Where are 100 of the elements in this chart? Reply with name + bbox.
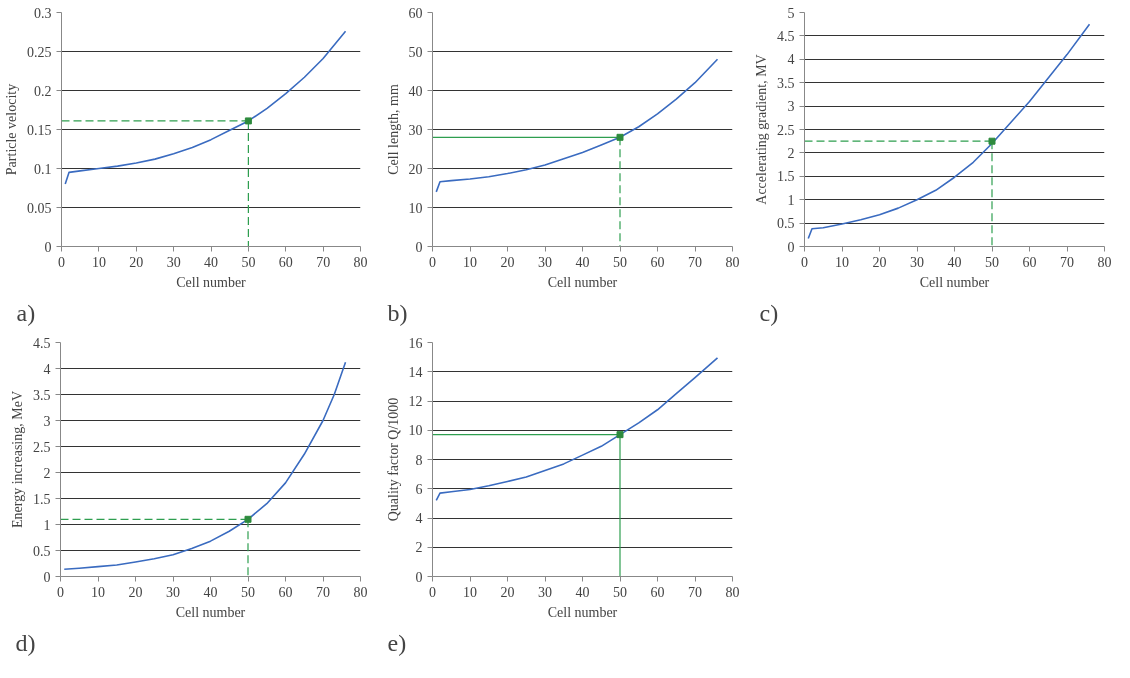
y-tick-label: 0: [415, 239, 423, 255]
text: c): [759, 299, 779, 326]
x-tick-label: 20: [872, 254, 887, 270]
x-tick-label: 70: [316, 584, 330, 600]
y-tick-label: 4: [787, 52, 795, 68]
x-tick-label: 20: [128, 584, 143, 600]
y-tick-label: 0: [43, 569, 51, 585]
x-tick-label: 40: [203, 584, 218, 600]
y-tick-label: 40: [408, 83, 423, 99]
x-axis-title: Cell number: [547, 274, 618, 290]
text: e): [387, 629, 407, 656]
x-axis-title: Cell number: [547, 604, 618, 620]
y-tick-label: 0: [787, 239, 795, 255]
x-tick-label: 60: [1022, 254, 1037, 270]
y-tick-label: 4: [415, 511, 423, 526]
y-tick-label: 2: [787, 145, 795, 161]
x-tick-label: 50: [241, 254, 256, 270]
x-tick-label: 30: [538, 254, 552, 270]
x-tick-label: 80: [725, 254, 740, 270]
y-axis-title: Quality factor Q/1000: [385, 397, 401, 522]
y-tick-label: 4.5: [777, 28, 795, 44]
x-tick-label: 30: [538, 584, 552, 600]
x-axis-title: Cell number: [176, 274, 247, 290]
y-tick-label: 0.1: [34, 161, 52, 177]
x-tick-label: 80: [353, 254, 368, 270]
x-tick-label: 50: [241, 584, 255, 600]
y-tick-label: 0.05: [27, 200, 52, 216]
y-tick-label: 3: [787, 99, 795, 115]
x-tick-label: 60: [278, 254, 293, 270]
y-tick-label: 50: [408, 44, 423, 60]
y-tick-label: 1.5: [777, 169, 795, 185]
x-tick-label: 70: [688, 584, 702, 600]
x-tick-label: 40: [947, 254, 962, 270]
x-tick-label: 0: [57, 584, 64, 600]
y-tick-label: 3.5: [33, 387, 51, 403]
y-tick-label: 3.5: [777, 75, 795, 91]
y-tick-label: 6: [415, 481, 423, 497]
y-tick-label: 0.5: [777, 216, 795, 232]
x-axis-title: Cell number: [919, 274, 990, 290]
y-tick-label: 20: [408, 161, 423, 177]
y-tick-label: 2.5: [33, 439, 51, 455]
y-tick-label: 0.15: [27, 122, 52, 138]
x-tick-label: 40: [204, 254, 218, 270]
x-tick-label: 70: [1060, 254, 1074, 270]
y-tick-label: 8: [415, 452, 423, 468]
x-axis-title: Cell number: [175, 604, 246, 620]
x-tick-label: 0: [58, 254, 65, 270]
x-tick-label: 20: [129, 254, 144, 270]
y-tick-label: 3: [43, 413, 51, 429]
x-tick-label: 30: [166, 254, 181, 270]
x-tick-label: 40: [575, 254, 590, 270]
y-tick-label: 0.25: [27, 44, 52, 60]
y-tick-label: 0: [44, 239, 52, 255]
x-tick-label: 80: [353, 584, 368, 600]
y-tick-label: 14: [408, 364, 423, 380]
x-tick-label: 10: [835, 254, 849, 270]
x-tick-label: 70: [688, 254, 702, 270]
x-tick-label: 30: [166, 584, 180, 600]
y-tick-label: 5: [787, 5, 795, 21]
text: a): [16, 299, 36, 326]
x-tick-label: 60: [650, 584, 665, 600]
y-tick-label: 0.2: [34, 83, 52, 99]
y-tick-label: 1: [787, 192, 795, 208]
y-tick-label: 60: [408, 5, 423, 21]
x-tick-label: 40: [575, 584, 590, 600]
y-axis-title: Particle velocity: [4, 83, 19, 176]
text: b): [387, 299, 408, 326]
y-axis-title: Energy increasing, MeV: [10, 391, 25, 528]
x-tick-label: 10: [91, 584, 105, 600]
x-tick-label: 10: [463, 254, 477, 270]
x-tick-label: 60: [650, 254, 665, 270]
y-tick-label: 10: [408, 200, 423, 216]
y-tick-label: 2.5: [777, 122, 795, 138]
x-tick-label: 20: [500, 254, 515, 270]
y-tick-label: 0: [415, 569, 423, 585]
y-tick-label: 0.3: [34, 5, 52, 21]
x-tick-label: 50: [613, 254, 627, 270]
x-tick-label: 50: [985, 254, 999, 270]
text: d): [15, 629, 36, 656]
y-axis-title: Accelerating gradient, MV: [754, 54, 769, 205]
x-tick-label: 60: [278, 584, 293, 600]
y-tick-label: 1: [43, 517, 51, 533]
y-tick-label: 1.5: [33, 491, 51, 507]
x-tick-label: 10: [463, 584, 477, 600]
x-tick-label: 20: [500, 584, 515, 600]
y-tick-label: 16: [408, 335, 423, 351]
x-tick-label: 70: [316, 254, 331, 270]
x-tick-label: 0: [429, 584, 436, 600]
y-tick-label: 12: [408, 394, 423, 409]
y-tick-label: 4.5: [33, 335, 51, 351]
y-axis-title: Cell length, mm: [385, 84, 401, 175]
y-tick-label: 2: [43, 465, 51, 481]
x-tick-label: 0: [429, 254, 436, 270]
y-tick-label: 0.5: [33, 543, 51, 559]
y-tick-label: 30: [408, 122, 423, 138]
x-tick-label: 30: [910, 254, 924, 270]
x-tick-label: 80: [1097, 254, 1112, 270]
x-tick-label: 50: [613, 584, 627, 600]
y-tick-label: 10: [408, 423, 423, 439]
x-tick-label: 10: [91, 254, 106, 270]
